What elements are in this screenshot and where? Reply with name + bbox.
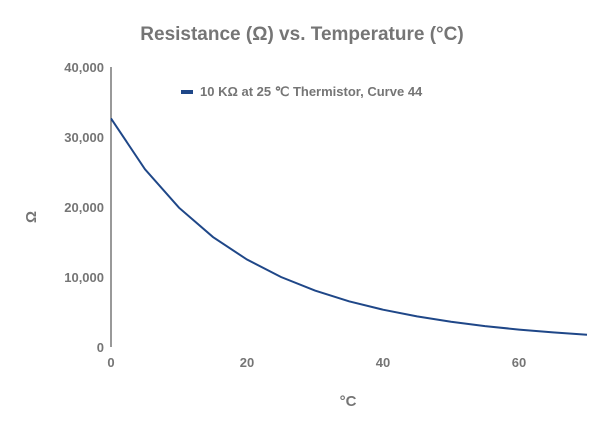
legend-swatch [181,90,193,94]
x-tick-label: 20 [240,355,254,370]
legend: 10 KΩ at 25 ℃ Thermistor, Curve 44 [181,84,423,99]
y-tick-label: 20,000 [64,200,104,215]
chart-title: Resistance (Ω) vs. Temperature (°C) [140,24,463,45]
y-tick-label: 40,000 [64,60,104,75]
legend-label: 10 KΩ at 25 ℃ Thermistor, Curve 44 [200,84,423,99]
y-axis-label: Ω [23,211,40,223]
x-tick-label: 40 [376,355,390,370]
y-tick-label: 30,000 [64,130,104,145]
y-tick-label: 10,000 [64,270,104,285]
x-axis-label: °C [340,393,357,410]
series-line [110,117,588,336]
x-tick-label: 60 [512,355,526,370]
y-tick-label: 0 [97,340,104,355]
x-tick-label: 0 [107,355,114,370]
